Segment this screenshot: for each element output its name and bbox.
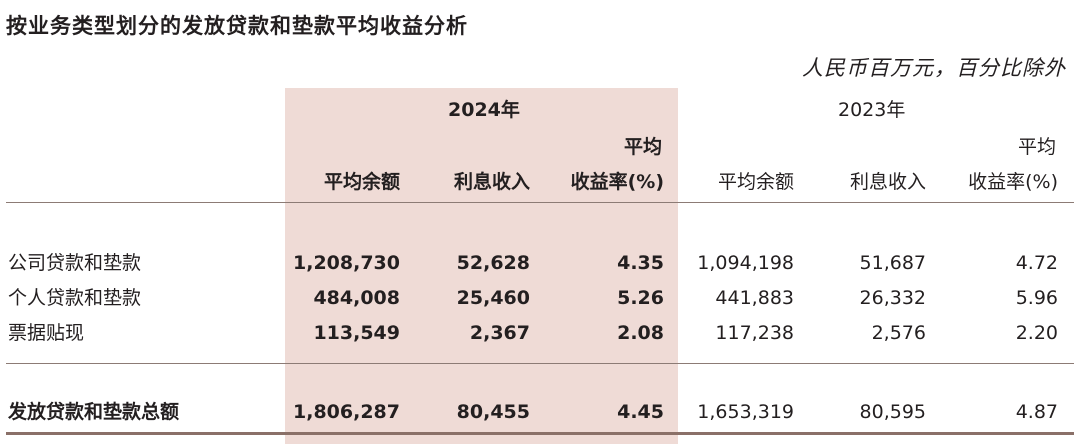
year-2024-header: 2024年: [448, 99, 520, 121]
table-cell: 2,367: [469, 322, 530, 344]
total-cell: 4.45: [617, 401, 664, 423]
table-cell: 51,687: [859, 252, 926, 274]
header-2024-yield-top: 平均: [623, 136, 662, 158]
total-label: 发放贷款和垫款总额: [8, 401, 180, 423]
total-divider: [6, 363, 1074, 364]
header-2023-interest-income: 利息收入: [849, 171, 926, 193]
header-2023-avg-balance: 平均余额: [717, 171, 794, 193]
header-2023-yield-bottom: 收益率(%): [968, 171, 1058, 193]
table-cell: 26,332: [859, 287, 926, 309]
page-title: 按业务类型划分的发放贷款和垫款平均收益分析: [6, 14, 468, 38]
table-cell: 441,883: [715, 287, 794, 309]
year-2023-header: 2023年: [838, 99, 906, 121]
header-divider: [6, 202, 1074, 203]
table-cell: 4.35: [617, 252, 664, 274]
row-label: 票据贴现: [8, 322, 85, 344]
total-cell: 80,455: [456, 401, 530, 423]
table-cell: 25,460: [456, 287, 530, 309]
table-cell: 5.96: [1015, 287, 1058, 309]
header-2024-avg-balance: 平均余额: [323, 171, 400, 193]
total-cell: 1,653,319: [697, 401, 794, 423]
header-2024-interest-income: 利息收入: [453, 171, 530, 193]
table-cell: 484,008: [313, 287, 400, 309]
table-cell: 113,549: [313, 322, 400, 344]
highlight-2024-column: [285, 88, 678, 444]
table-cell: 5.26: [617, 287, 664, 309]
table-cell: 1,208,730: [293, 252, 400, 274]
table-cell: 2.20: [1015, 322, 1058, 344]
header-2024-yield-bottom: 收益率(%): [570, 171, 664, 193]
table-cell: 117,238: [715, 322, 794, 344]
table-cell: 52,628: [456, 252, 530, 274]
bottom-rule: [6, 432, 1074, 435]
table-cell: 2,576: [871, 322, 926, 344]
table-cell: 2.08: [617, 322, 664, 344]
row-label: 个人贷款和垫款: [8, 287, 142, 309]
table-cell: 4.72: [1015, 252, 1058, 274]
row-label: 公司贷款和垫款: [8, 252, 142, 274]
total-cell: 4.87: [1015, 401, 1058, 423]
unit-note: 人民币百万元，百分比除外: [802, 56, 1066, 80]
header-2023-yield-top: 平均: [1017, 136, 1056, 158]
table-cell: 1,094,198: [697, 252, 794, 274]
total-cell: 80,595: [859, 401, 926, 423]
total-cell: 1,806,287: [293, 401, 400, 423]
